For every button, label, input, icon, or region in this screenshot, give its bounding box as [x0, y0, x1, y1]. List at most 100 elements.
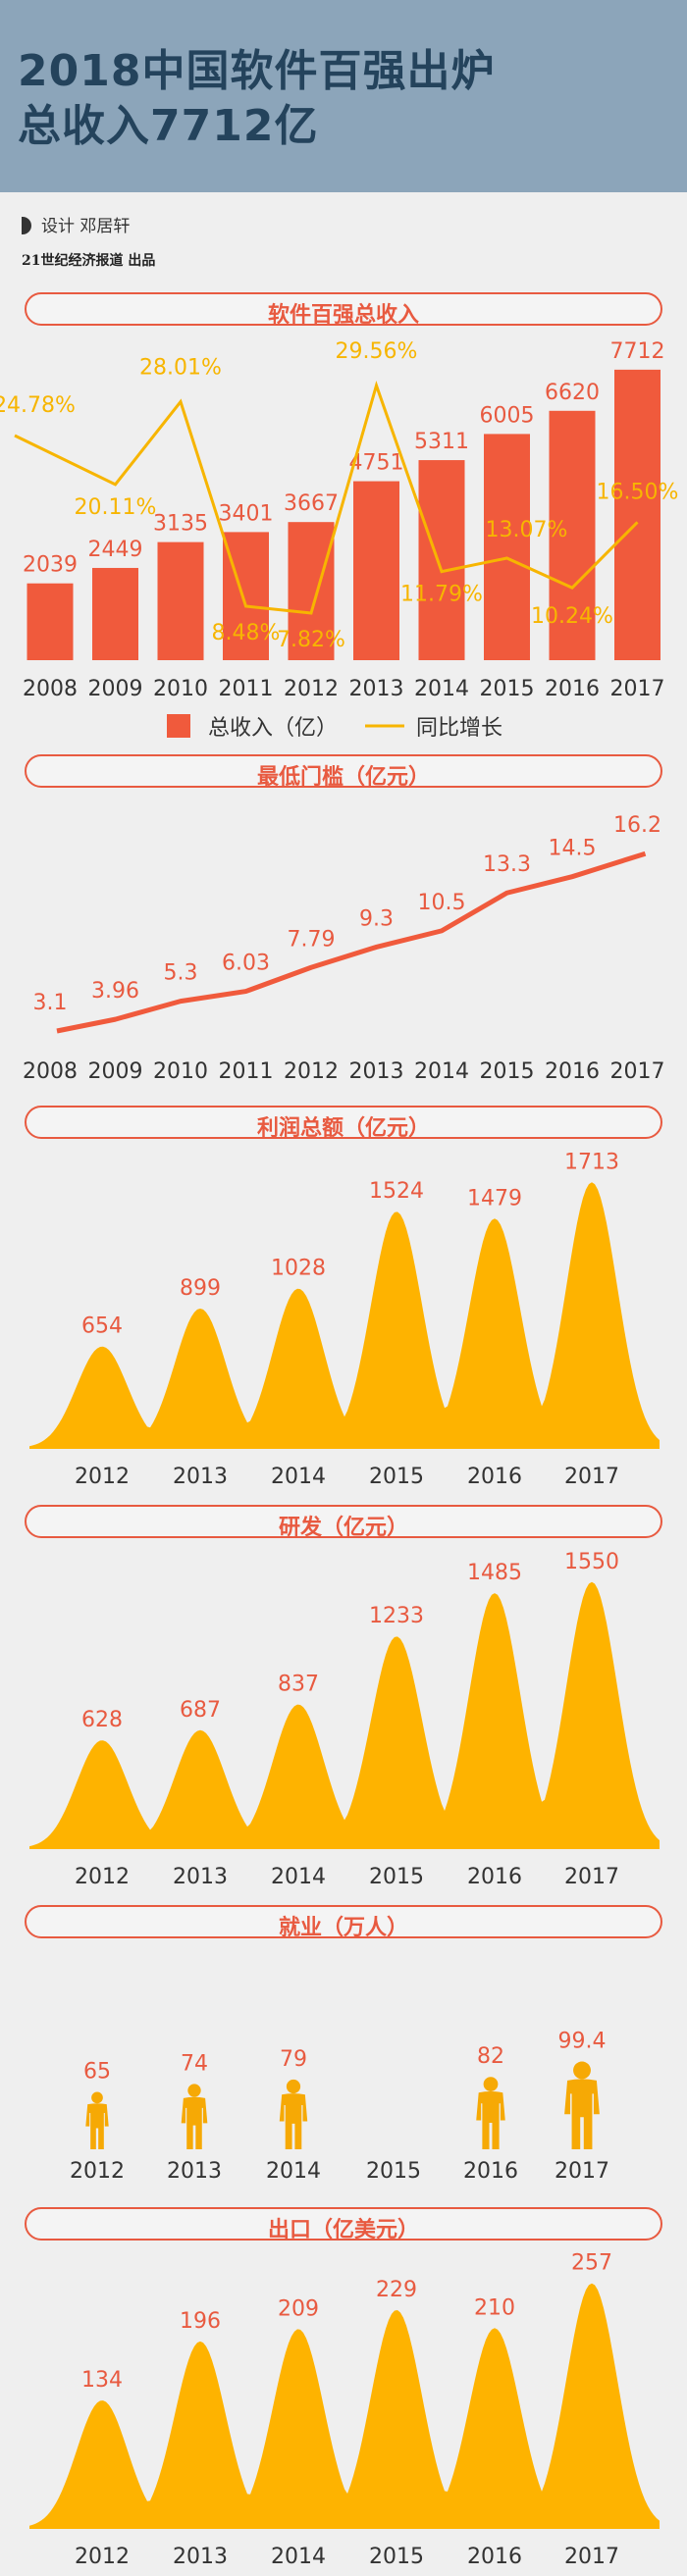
revenue-x-tick: 2012 [284, 677, 339, 701]
section-title-export: 出口（亿美元） [25, 2207, 662, 2242]
profit-chart: 654 2012 899 2013 1028 2014 1524 2015 1479 2016 17… [29, 1150, 660, 1489]
export-x-tick: 2012 [75, 2545, 130, 2569]
page-title-line2: 总收入7712亿 [18, 101, 319, 151]
revenue-x-tick: 2008 [23, 677, 78, 701]
person-icon [85, 2091, 109, 2149]
employment-value-label: 99.4 [558, 2030, 607, 2054]
section-title-threshold: 最低门槛（亿元） [25, 754, 662, 790]
profit-value-label: 654 [81, 1314, 123, 1339]
rnd-value-label: 837 [278, 1673, 319, 1697]
employment-value-label: 82 [477, 2044, 504, 2069]
export-value-label: 257 [571, 2251, 612, 2276]
employment-x-tick: 2012 [70, 2159, 125, 2184]
person-icon [181, 2084, 208, 2149]
legend-line-label: 同比增长 [416, 716, 502, 741]
profit-value-label: 1713 [564, 1150, 619, 1174]
publisher-credit: 21世纪经济报道 出品 [22, 253, 156, 269]
header-banner: 2018中国软件百强出炉 总收入7712亿 [0, 0, 687, 192]
revenue-x-tick: 2013 [349, 677, 404, 701]
revenue-bar-label: 4751 [349, 451, 404, 476]
employment-chart: 2012 65 2013 74 2014 79 2015 2016 82 2017 99.4 [70, 2030, 609, 2184]
revenue-x-tick: 2009 [88, 677, 143, 701]
designer-credit: 设计 邓居轩 [22, 212, 130, 236]
export-value-label: 209 [278, 2296, 319, 2321]
section-title-employment: 就业（万人） [25, 1905, 662, 1940]
revenue-x-tick: 2016 [545, 677, 600, 701]
half-circle-icon [22, 217, 31, 234]
revenue-bar-label: 6005 [480, 403, 535, 428]
revenue-bar [418, 460, 465, 660]
threshold-label: 16.2 [613, 813, 661, 838]
threshold-x-tick: 2013 [349, 1059, 404, 1084]
threshold-x-tick: 2008 [23, 1059, 78, 1084]
revenue-bar [288, 522, 335, 660]
employment-value-label: 79 [280, 2047, 307, 2072]
threshold-x-tick: 2012 [284, 1059, 339, 1084]
profit-x-tick: 2017 [564, 1465, 619, 1489]
section-title-employment-text: 就业（万人） [278, 1916, 408, 1940]
employment-x-tick: 2013 [167, 2159, 222, 2184]
growth-label: 16.50% [597, 480, 679, 504]
revenue-bar-label: 2039 [23, 553, 78, 578]
revenue-x-tick: 2014 [414, 677, 469, 701]
designer-text: 设计 邓居轩 [41, 217, 131, 236]
revenue-x-tick: 2010 [153, 677, 208, 701]
threshold-label: 10.5 [418, 891, 466, 915]
export-chart: 134 2012 196 2013 209 2014 229 2015 210 2016 257 20… [29, 2251, 660, 2569]
revenue-bar-label: 7712 [610, 339, 665, 364]
person-icon [279, 2079, 308, 2149]
export-value-label: 134 [81, 2368, 123, 2393]
growth-label: 7.82% [277, 628, 345, 652]
growth-label: 8.48% [212, 621, 281, 645]
section-title-threshold-text: 最低门槛（亿元） [256, 765, 430, 790]
threshold-line [56, 850, 647, 1034]
section-title-profit: 利润总额（亿元） [25, 1106, 662, 1141]
export-x-tick: 2014 [271, 2545, 326, 2569]
rnd-x-tick: 2013 [173, 1865, 228, 1889]
revenue-x-tick: 2017 [610, 677, 665, 701]
revenue-bar [549, 410, 596, 660]
rnd-x-tick: 2014 [271, 1865, 326, 1889]
revenue-bar [353, 481, 399, 660]
export-value-label: 210 [474, 2295, 515, 2320]
revenue-chart: 2039 2008 2449 2009 3135 2010 3401 2011 3667 2012… [0, 339, 679, 741]
profit-x-tick: 2012 [75, 1465, 130, 1489]
employment-x-tick: 2014 [266, 2159, 321, 2184]
revenue-bar [92, 567, 138, 660]
growth-label: 13.07% [486, 518, 568, 542]
revenue-bar [157, 541, 204, 660]
section-title-export-text: 出口（亿美元） [267, 2218, 419, 2242]
revenue-bar-label: 3667 [284, 491, 339, 516]
profit-x-tick: 2015 [369, 1465, 424, 1489]
revenue-x-tick: 2015 [480, 677, 535, 701]
rnd-value-label: 1485 [467, 1561, 522, 1585]
section-title-revenue: 软件百强总收入 [25, 292, 662, 328]
growth-label: 20.11% [75, 495, 157, 520]
employment-x-tick: 2015 [366, 2159, 421, 2184]
profit-x-tick: 2013 [173, 1465, 228, 1489]
growth-label: 29.56% [336, 339, 418, 364]
export-x-tick: 2016 [467, 2545, 522, 2569]
export-x-tick: 2017 [564, 2545, 619, 2569]
section-title-rnd-text: 研发（亿元） [278, 1516, 408, 1540]
threshold-x-tick: 2014 [414, 1059, 469, 1084]
employment-value-label: 65 [83, 2060, 111, 2085]
rnd-value-label: 1550 [564, 1550, 619, 1574]
rnd-x-tick: 2012 [75, 1865, 130, 1889]
profit-x-tick: 2014 [271, 1465, 326, 1489]
threshold-x-tick: 2016 [545, 1059, 600, 1084]
growth-line [14, 381, 639, 615]
rnd-x-tick: 2016 [467, 1865, 522, 1889]
rnd-value-label: 628 [81, 1708, 123, 1732]
revenue-bar-label: 3135 [153, 512, 208, 537]
rnd-area [29, 1581, 660, 1848]
revenue-bar-label: 6620 [545, 381, 600, 405]
threshold-x-tick: 2010 [153, 1059, 208, 1084]
employment-x-tick: 2017 [555, 2159, 609, 2184]
growth-label: 24.78% [0, 393, 76, 418]
section-title-revenue-text: 软件百强总收入 [267, 303, 419, 328]
profit-value-label: 1028 [271, 1257, 326, 1281]
employment-value-label: 74 [181, 2051, 208, 2076]
threshold-x-tick: 2009 [88, 1059, 143, 1084]
threshold-label: 3.1 [33, 991, 68, 1015]
